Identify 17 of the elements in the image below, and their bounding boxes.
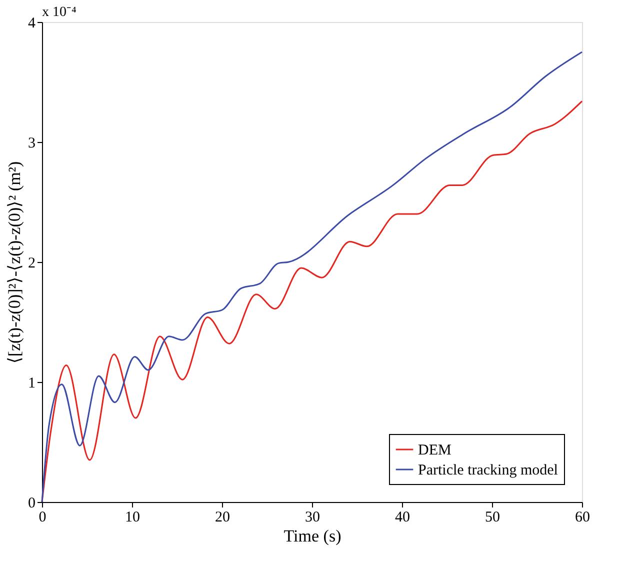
y-tick-label: 3 (28, 136, 36, 152)
y-tick-label: 4 (28, 16, 36, 32)
y-tick-label: 2 (28, 256, 36, 272)
text: x 10⁻⁴ (42, 5, 76, 20)
y-axis-title: ⟨[z(t)-z(0)]²⟩-⟨z(t)-z(0)⟩² (m²) (5, 161, 24, 364)
legend-label: Particle tracking model (418, 462, 558, 478)
x-tick-label: 10 (125, 510, 140, 526)
y-tick-label: 0 (28, 496, 36, 512)
x-tick-label: 40 (395, 510, 410, 526)
legend-label: DEM (418, 442, 452, 458)
x-tick-label: 0 (38, 510, 46, 526)
x-tick-label: 20 (215, 510, 230, 526)
x-axis-title: Time (s) (284, 526, 342, 546)
x-tick-label: 50 (485, 510, 500, 526)
x-tick-label: 60 (575, 510, 590, 526)
y-tick-label: 1 (28, 376, 36, 392)
x-tick-label: 30 (305, 510, 320, 526)
